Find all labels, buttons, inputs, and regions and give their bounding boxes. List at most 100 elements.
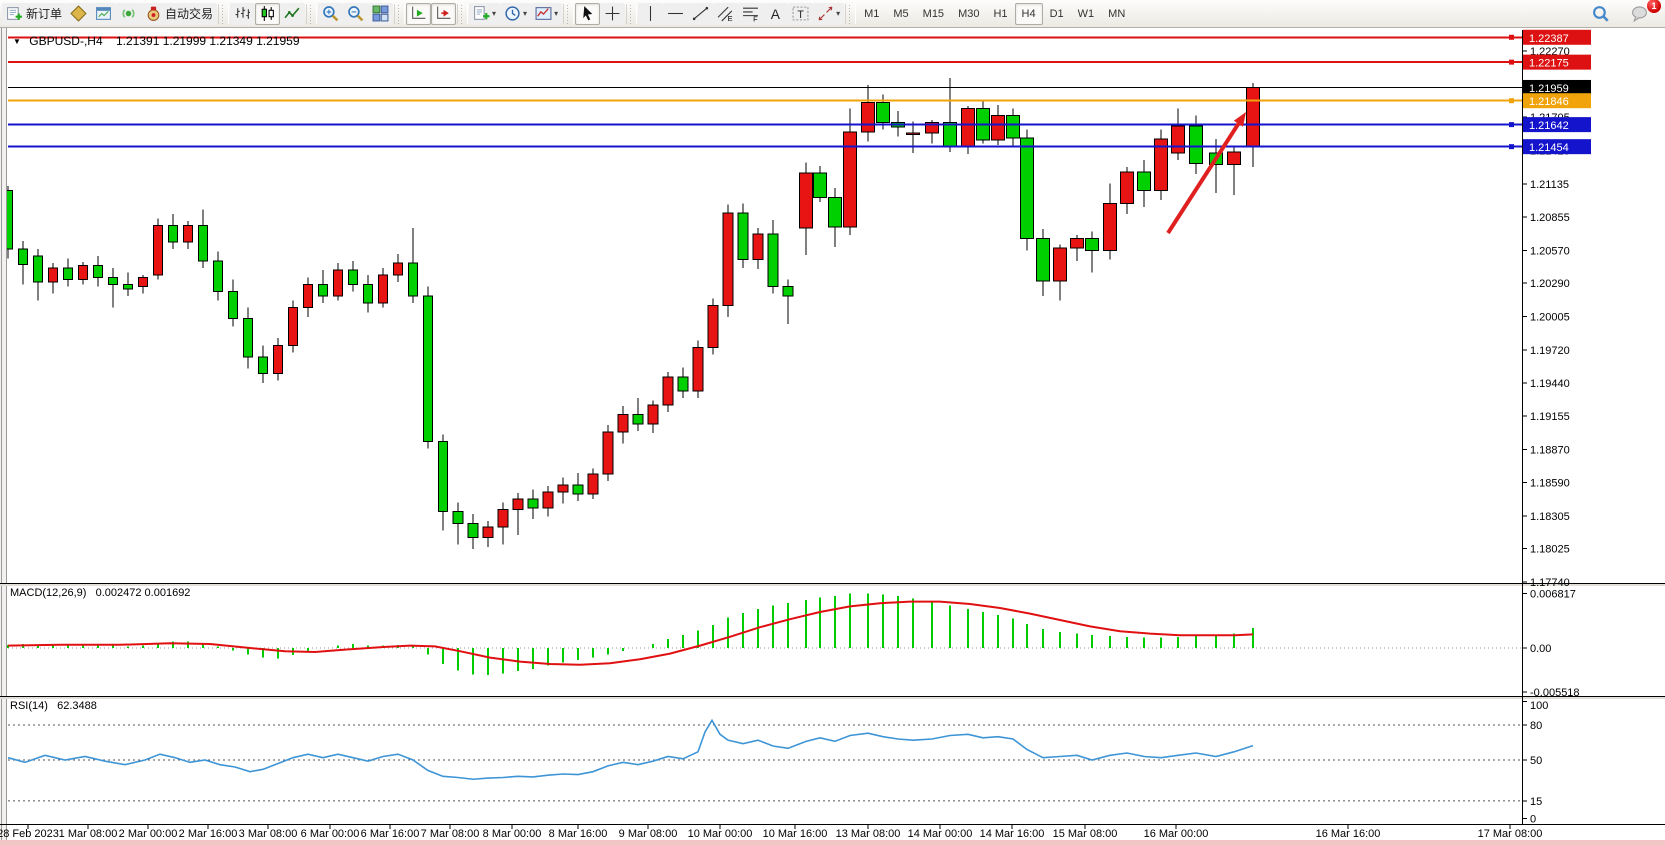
price-tick-label: 1.20855 bbox=[1530, 212, 1570, 224]
timeframe-M1[interactable]: M1 bbox=[864, 7, 880, 20]
tile-windows-button[interactable] bbox=[368, 2, 394, 25]
auto-scroll-icon bbox=[410, 5, 427, 22]
price-tick-label: 1.20570 bbox=[1530, 245, 1570, 257]
timeframe-H4[interactable]: H4 bbox=[1014, 2, 1043, 25]
timeframe-M30[interactable]: M30 bbox=[958, 7, 980, 20]
indicators-button[interactable]: ▾ bbox=[469, 2, 501, 25]
arrows-icon bbox=[817, 5, 834, 22]
line-handle[interactable] bbox=[1509, 122, 1514, 128]
line-chart-button[interactable] bbox=[280, 2, 306, 25]
timeframe-D1[interactable]: D1 bbox=[1049, 7, 1064, 20]
price-level-value: 1.21959 bbox=[1529, 83, 1569, 95]
new-order-button[interactable]: 新订单 bbox=[2, 2, 67, 25]
timeframe-M5[interactable]: M5 bbox=[893, 7, 909, 20]
text-button[interactable]: A bbox=[763, 2, 789, 25]
zoom-in-button[interactable] bbox=[318, 2, 344, 25]
candle bbox=[423, 295, 433, 442]
panel-splitter[interactable] bbox=[0, 584, 1665, 586]
crosshair-button[interactable] bbox=[600, 2, 626, 25]
periods-button[interactable]: ▾ bbox=[500, 2, 532, 25]
candle bbox=[213, 260, 223, 292]
timeframe-W1[interactable]: W1 bbox=[1077, 7, 1095, 20]
price-level-box bbox=[1523, 79, 1591, 95]
candlestick-chart-button[interactable] bbox=[255, 2, 281, 25]
window-edge bbox=[0, 840, 1665, 846]
candle bbox=[1120, 171, 1134, 204]
candle bbox=[408, 262, 418, 297]
toolbar-separator bbox=[306, 3, 318, 24]
price-tick-label: 1.18025 bbox=[1530, 544, 1570, 556]
trend-arrow[interactable] bbox=[1166, 122, 1241, 235]
horizontal-line-button[interactable] bbox=[663, 2, 689, 25]
candle bbox=[33, 255, 43, 283]
time-label: 17 Mar 08:00 bbox=[1478, 828, 1543, 840]
fibonacci-button[interactable]: F bbox=[738, 2, 764, 25]
vertical-line-button[interactable] bbox=[638, 2, 664, 25]
candle bbox=[482, 526, 494, 539]
time-label: 14 Mar 00:00 bbox=[908, 828, 973, 840]
alerts-button[interactable] bbox=[116, 2, 142, 25]
data-window-button[interactable] bbox=[91, 2, 117, 25]
price-level-box bbox=[1523, 139, 1591, 155]
candle bbox=[258, 356, 268, 374]
crosshair-icon bbox=[604, 5, 621, 22]
indicators-icon bbox=[473, 5, 490, 22]
line-handle[interactable] bbox=[1509, 144, 1514, 150]
candle bbox=[1053, 247, 1067, 282]
candle bbox=[961, 107, 975, 148]
candle bbox=[467, 522, 479, 539]
auto-trading-button[interactable]: 自动交易 bbox=[141, 2, 218, 25]
candle bbox=[1006, 114, 1020, 139]
cursor-button[interactable] bbox=[575, 2, 601, 25]
vertical-line-icon bbox=[642, 5, 659, 22]
panel-splitter[interactable] bbox=[0, 697, 1665, 699]
timeframe-M15[interactable]: M15 bbox=[922, 7, 945, 20]
candle bbox=[1036, 238, 1050, 282]
line-handle[interactable] bbox=[1509, 59, 1514, 65]
time-label: 6 Mar 00:00 bbox=[301, 828, 360, 840]
candle bbox=[452, 511, 464, 524]
price-tick-label: 1.19720 bbox=[1530, 345, 1570, 357]
templates-button[interactable]: ▾ bbox=[531, 2, 563, 25]
chevron-down-icon: ▾ bbox=[492, 9, 497, 18]
candle bbox=[48, 267, 58, 283]
price-level-value: 1.21846 bbox=[1529, 96, 1569, 108]
candle bbox=[557, 484, 569, 493]
toolbar: 新订单 自动交易 ▾ ▾ ▾ E F A T ▾ M1 M5 M15 M30 H1 H4 D1 W1 MN 1 bbox=[0, 0, 1665, 28]
candle bbox=[722, 212, 734, 306]
search-button[interactable] bbox=[1585, 2, 1616, 26]
chart-canvas[interactable]: 1.222701.217051.214201.211351.208551.205… bbox=[0, 28, 1665, 846]
candle bbox=[1020, 137, 1034, 240]
candle bbox=[861, 102, 875, 133]
chart-menu-icon[interactable]: ▼ bbox=[13, 37, 21, 46]
market-watch-button[interactable] bbox=[66, 2, 92, 25]
trendline-icon bbox=[692, 5, 709, 22]
candle bbox=[512, 498, 524, 510]
chart-shift-button[interactable] bbox=[431, 2, 457, 25]
arrows-button[interactable]: ▾ bbox=[813, 2, 845, 25]
timeframe-H1[interactable]: H1 bbox=[993, 7, 1008, 20]
candle bbox=[572, 484, 584, 495]
candle bbox=[63, 267, 73, 281]
bar-chart-icon bbox=[234, 5, 251, 22]
timeframe-group: M1 M5 M15 M30 H1 H4 D1 W1 MN bbox=[857, 2, 1132, 25]
line-handle[interactable] bbox=[1509, 34, 1514, 40]
trendline-button[interactable] bbox=[688, 2, 714, 25]
candle bbox=[752, 233, 764, 261]
equidistant-channel-button[interactable]: E bbox=[713, 2, 739, 25]
bar-chart-button[interactable] bbox=[230, 2, 256, 25]
zoom-out-button[interactable] bbox=[343, 2, 369, 25]
svg-text:A: A bbox=[771, 6, 781, 22]
candle bbox=[617, 413, 629, 433]
notifications-button[interactable]: 1 bbox=[1624, 0, 1661, 26]
price-level-value: 1.21642 bbox=[1529, 120, 1569, 132]
templates-icon bbox=[535, 5, 552, 22]
line-handle[interactable] bbox=[1509, 98, 1514, 104]
text-label-button[interactable]: T bbox=[788, 2, 814, 25]
timeframe-MN[interactable]: MN bbox=[1108, 7, 1126, 20]
price-level-value: 1.21454 bbox=[1529, 142, 1569, 154]
rsi-scale-label: 80 bbox=[1530, 720, 1542, 732]
chart-shift-icon bbox=[435, 5, 452, 22]
auto-scroll-button[interactable] bbox=[406, 2, 432, 25]
toolbar-separator bbox=[845, 3, 857, 24]
